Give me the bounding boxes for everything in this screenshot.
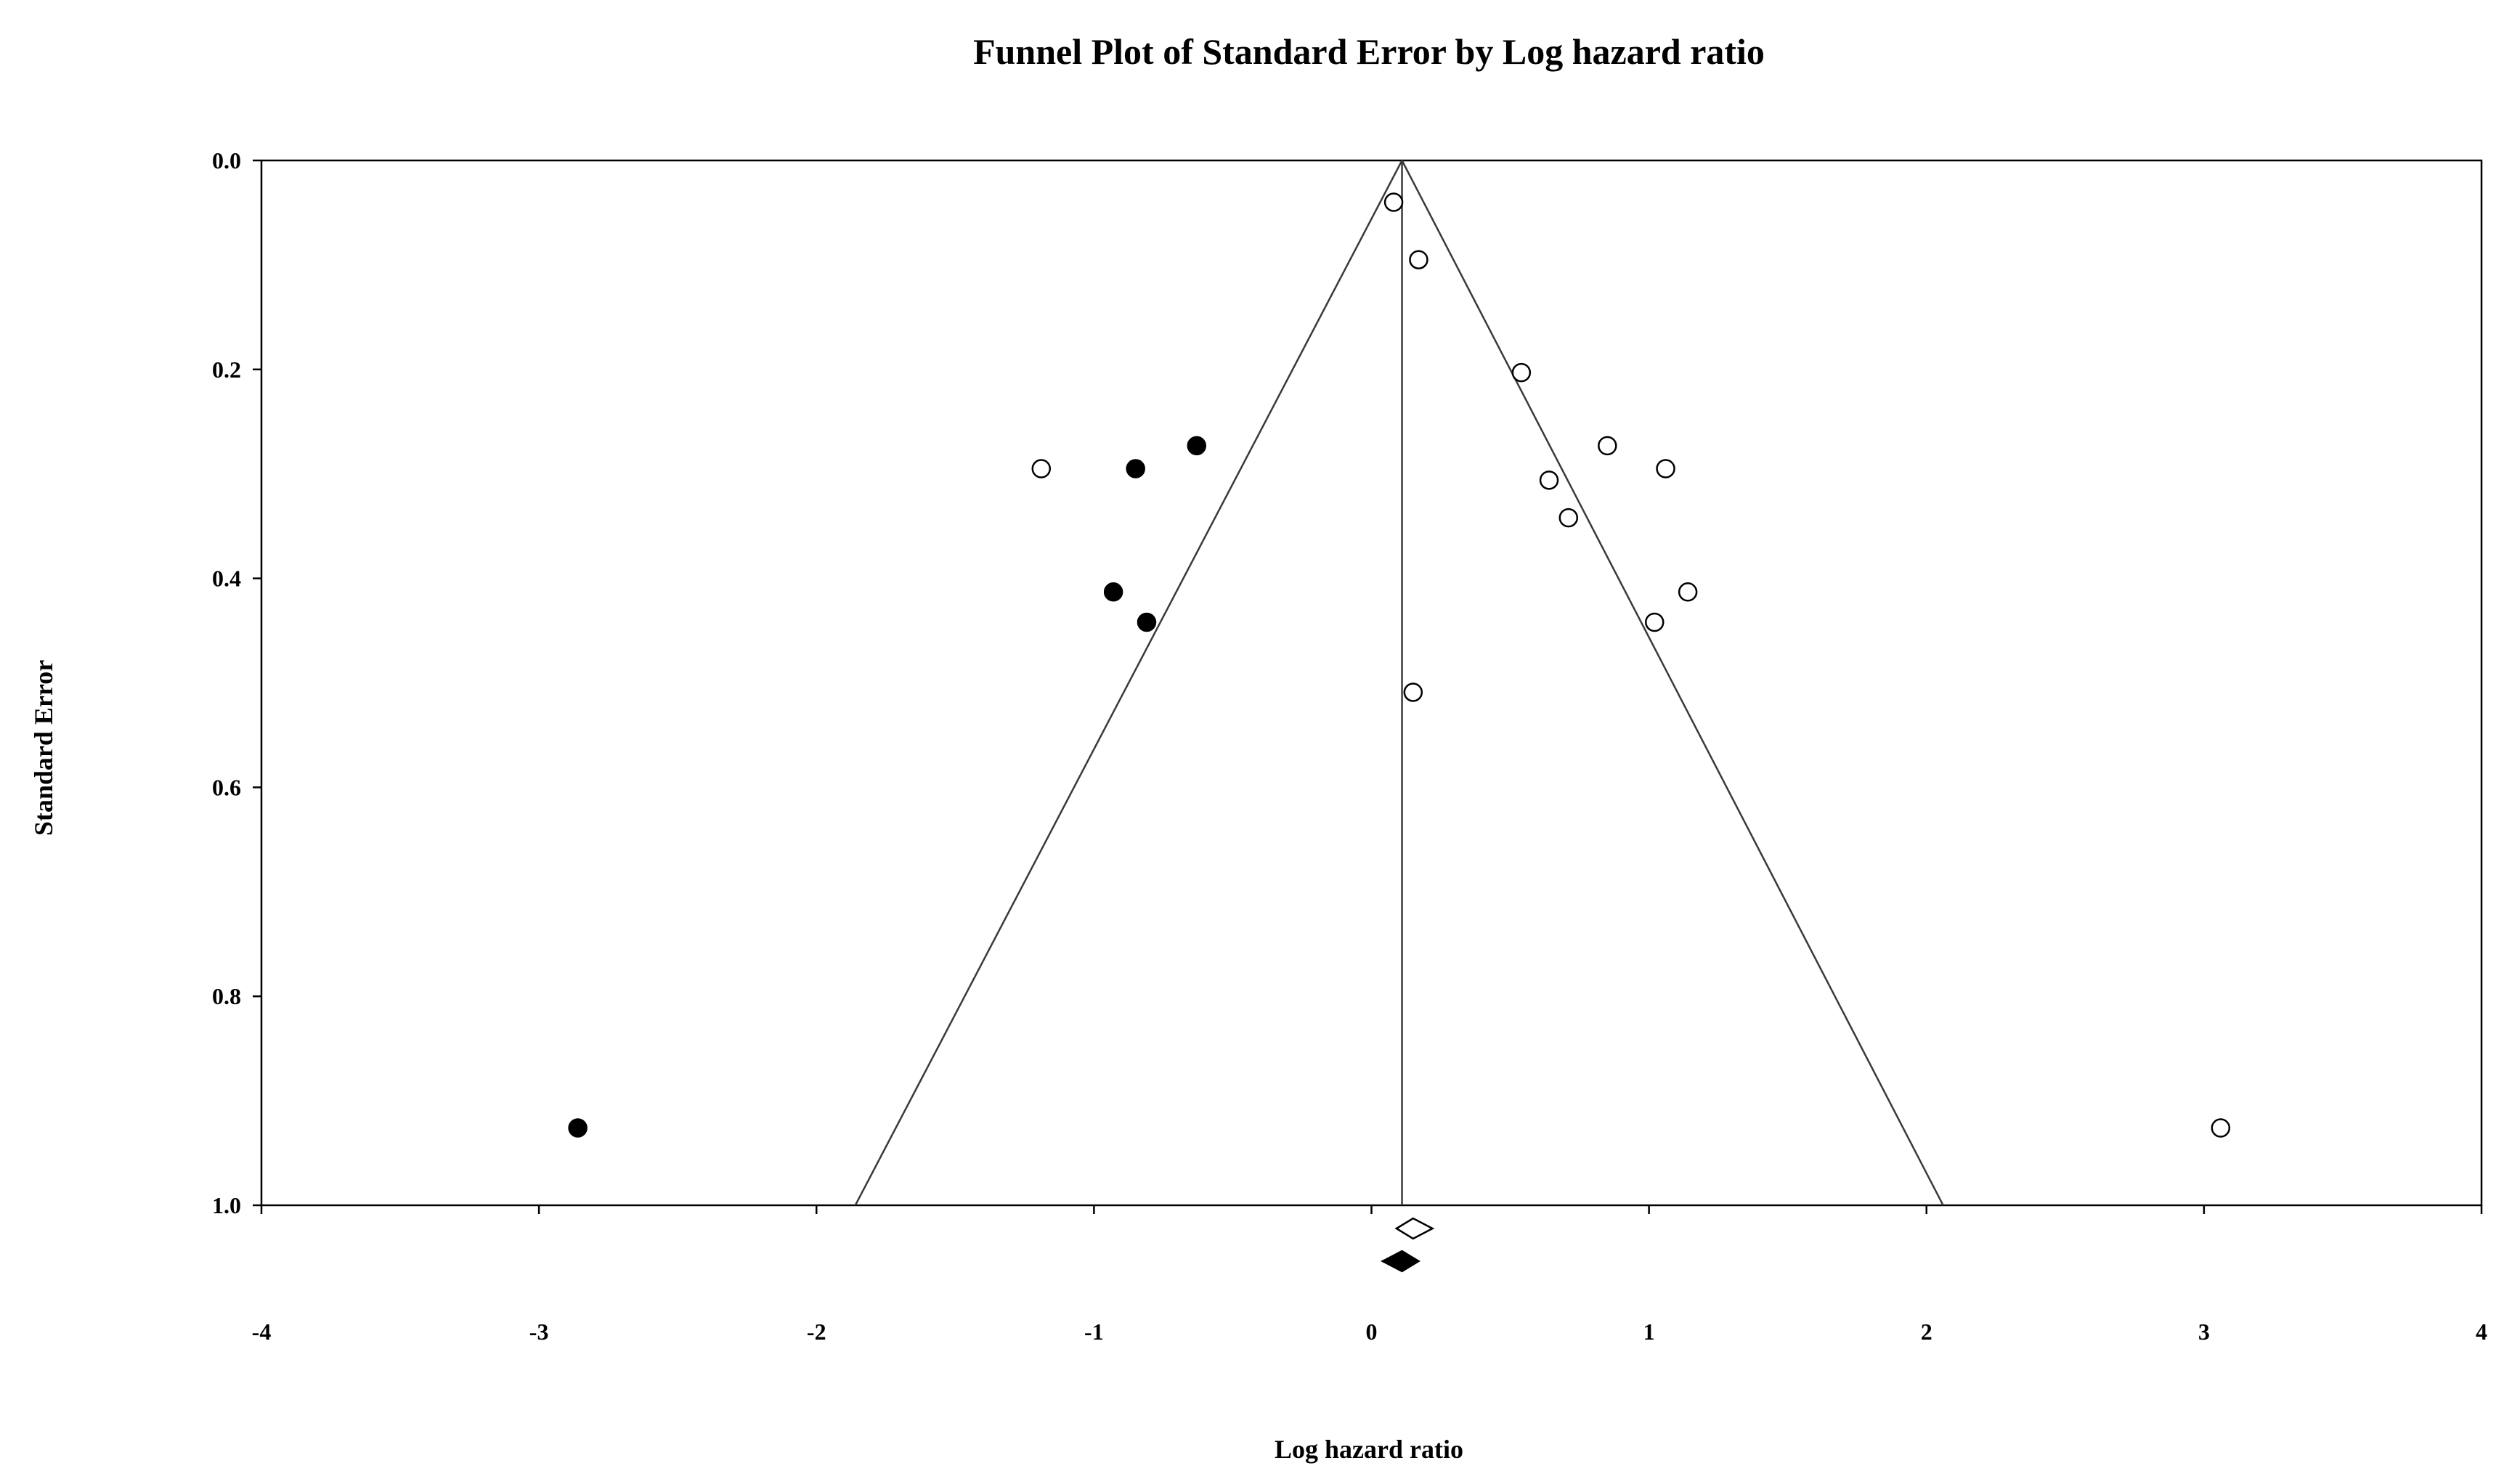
- open-study-point: [1598, 436, 1617, 456]
- y-tick-label: 0.8: [212, 983, 241, 1009]
- y-axis-label: Standard Error: [29, 660, 58, 836]
- chart-title: Funnel Plot of Standard Error by Log haz…: [973, 31, 1765, 72]
- filled-summary-diamond: [1381, 1250, 1420, 1273]
- filled-study-point: [568, 1118, 588, 1138]
- open-study-point: [1383, 192, 1404, 212]
- open-study-point: [1031, 459, 1052, 478]
- open-study-point: [1539, 470, 1559, 490]
- y-tick-label: 0.2: [212, 356, 241, 383]
- open-study-point: [1511, 362, 1532, 383]
- x-tick-label: -1: [1084, 1319, 1104, 1345]
- x-tick-label: 2: [1921, 1319, 1932, 1345]
- y-tick-label: 1.0: [212, 1192, 241, 1218]
- y-tick-label: 0.0: [212, 147, 241, 174]
- x-tick-label: 4: [2476, 1319, 2487, 1345]
- open-study-point: [1645, 612, 1665, 632]
- open-study-point: [1558, 508, 1579, 528]
- x-tick-label: -4: [252, 1319, 272, 1345]
- x-tick-label: 1: [1643, 1319, 1655, 1345]
- filled-study-point: [1187, 436, 1207, 456]
- open-study-point: [1403, 683, 1423, 702]
- y-tick-label: 0.4: [212, 566, 241, 592]
- funnel-right-line: [1401, 160, 1944, 1206]
- filled-study-point: [1126, 459, 1145, 478]
- open-summary-diamond: [1394, 1217, 1435, 1240]
- open-study-point: [1409, 250, 1428, 269]
- filled-study-point: [1103, 582, 1123, 602]
- filled-study-point: [1137, 612, 1157, 632]
- plot-area: -4 -3 -2 -1 0 1 2 3 4 0.0 0.2 0.4 0.6 0.8 1.0: [212, 147, 2487, 1345]
- x-axis-label: Log hazard ratio: [1275, 1435, 1463, 1464]
- funnel-left-line: [854, 160, 1403, 1206]
- x-tick-label: 3: [2198, 1319, 2210, 1345]
- open-study-point: [2211, 1118, 2231, 1138]
- open-study-point: [1678, 582, 1698, 602]
- plot-frame: [260, 159, 2483, 1207]
- x-tick-label: 0: [1366, 1319, 1378, 1345]
- x-tick-label: -3: [529, 1319, 549, 1345]
- y-tick-label: 0.6: [212, 774, 241, 800]
- open-study-point: [1656, 459, 1675, 478]
- x-tick-label: -2: [807, 1319, 826, 1345]
